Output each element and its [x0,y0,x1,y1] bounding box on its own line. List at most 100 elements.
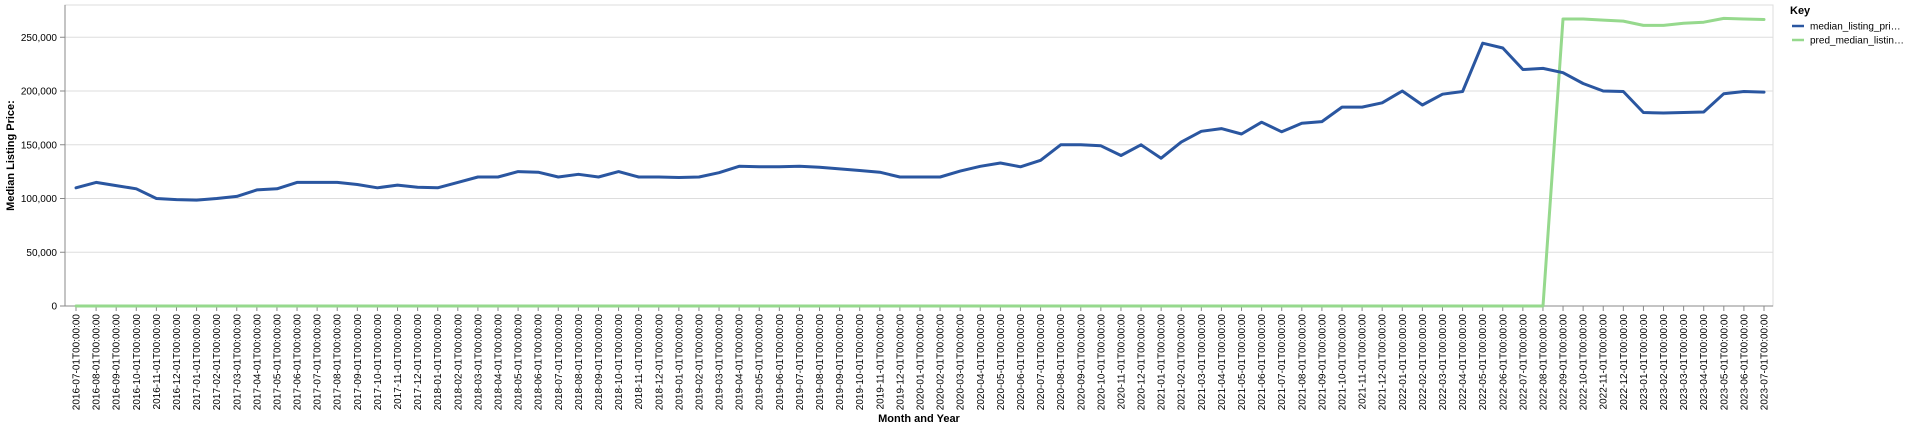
x-tick-label: 2019-10-01T00:00:00 [855,314,866,411]
x-tick-label: 2022-06-01T00:00:00 [1498,314,1509,411]
x-tick-label: 2021-08-01T00:00:00 [1297,314,1308,411]
x-tick-label: 2018-04-01T00:00:00 [494,314,505,411]
x-tick-label: 2017-09-01T00:00:00 [353,314,364,411]
legend-label: pred_median_listin… [1810,36,1904,47]
x-tick-label: 2022-11-01T00:00:00 [1599,314,1610,410]
x-tick-label: 2017-12-01T00:00:00 [413,314,424,411]
x-tick-label: 2019-11-01T00:00:00 [875,314,886,410]
x-tick-label: 2020-12-01T00:00:00 [1137,314,1148,411]
y-axis: 0 50,000 100,000 150,000 200,000 250,000 [21,5,66,313]
legend-title: Key [1790,5,1811,17]
y-tick-label: 250,000 [21,33,58,44]
x-tick-label: 2018-09-01T00:00:00 [594,314,605,411]
plot-area [64,4,1774,307]
x-tick-label: 2023-03-01T00:00:00 [1679,314,1690,411]
x-tick-label: 2021-04-01T00:00:00 [1217,314,1228,411]
x-tick-label: 2016-11-01T00:00:00 [152,314,163,410]
y-tick-label: 50,000 [26,248,57,259]
x-tick-label: 2017-02-01T00:00:00 [212,314,223,411]
x-tick-label: 2017-06-01T00:00:00 [293,314,304,411]
legend: Key median_listing_pri… pred_median_listi… [1790,5,1904,47]
series-lines [74,16,1766,308]
plot-border [64,4,1774,307]
x-tick-label: 2023-02-01T00:00:00 [1659,314,1670,411]
x-tick-label: 2022-07-01T00:00:00 [1518,314,1529,411]
x-tick-label: 2018-12-01T00:00:00 [654,314,665,411]
x-tick-label: 2017-01-01T00:00:00 [192,314,203,411]
x-tick-label: 2016-08-01T00:00:00 [92,314,103,411]
x-tick-label: 2022-01-01T00:00:00 [1398,314,1409,411]
x-tick-label: 2019-03-01T00:00:00 [715,314,726,411]
y-tick-label: 100,000 [21,194,58,205]
x-tick-label: 2020-01-01T00:00:00 [916,314,927,411]
x-tick-label: 2023-01-01T00:00:00 [1639,314,1650,411]
x-tick-label: 2017-07-01T00:00:00 [313,314,324,411]
y-tick-label: 200,000 [21,87,58,98]
x-tick-label: 2020-07-01T00:00:00 [1036,314,1047,411]
x-tick-label: 2018-06-01T00:00:00 [534,314,545,411]
x-tick-label: 2021-07-01T00:00:00 [1277,314,1288,411]
x-tick-label: 2022-02-01T00:00:00 [1418,314,1429,411]
series-line [74,16,1766,308]
x-tick-label: 2018-03-01T00:00:00 [473,314,484,411]
x-tick-label: 2017-03-01T00:00:00 [232,314,243,411]
x-tick-label: 2022-12-01T00:00:00 [1619,314,1630,411]
x-tick-label: 2022-05-01T00:00:00 [1478,314,1489,411]
x-tick-label: 2018-05-01T00:00:00 [514,314,525,411]
x-tick-label: 2017-04-01T00:00:00 [252,314,263,411]
x-tick-label: 2018-10-01T00:00:00 [614,314,625,411]
x-tick-label: 2020-03-01T00:00:00 [956,314,967,411]
x-tick-label: 2016-12-01T00:00:00 [172,314,183,411]
x-tick-label: 2020-02-01T00:00:00 [936,314,947,411]
x-axis-title: Month and Year [878,413,960,425]
x-tick-label: 2020-08-01T00:00:00 [1056,314,1067,411]
x-tick-label: 2022-04-01T00:00:00 [1458,314,1469,411]
x-tick-label: 2020-05-01T00:00:00 [996,314,1007,411]
x-tick-label: 2019-04-01T00:00:00 [735,314,746,411]
x-tick-label: 2022-10-01T00:00:00 [1579,314,1590,411]
x-tick-label: 2017-11-01T00:00:00 [393,314,404,410]
x-tick-label: 2018-01-01T00:00:00 [433,314,444,411]
x-tick-label: 2020-06-01T00:00:00 [1016,314,1027,411]
x-tick-label: 2021-05-01T00:00:00 [1237,314,1248,411]
x-tick-label: 2018-08-01T00:00:00 [574,314,585,411]
x-tick-label: 2018-11-01T00:00:00 [634,314,645,410]
x-tick-label: 2020-10-01T00:00:00 [1096,314,1107,411]
x-tick-label: 2017-10-01T00:00:00 [373,314,384,411]
x-tick-label: 2016-07-01T00:00:00 [72,314,83,411]
x-tick-label: 2021-11-01T00:00:00 [1358,314,1369,410]
x-tick-label: 2023-06-01T00:00:00 [1739,314,1750,411]
y-axis-title: Median Listing Price: [5,100,17,211]
x-tick-label: 2021-10-01T00:00:00 [1338,314,1349,411]
x-tick-label: 2021-12-01T00:00:00 [1378,314,1389,411]
y-tick-label: 150,000 [21,140,58,151]
x-tick-label: 2023-04-01T00:00:00 [1699,314,1710,411]
x-tick-label: 2020-11-01T00:00:00 [1116,314,1127,410]
x-tick-label: 2019-08-01T00:00:00 [815,314,826,411]
x-tick-label: 2019-09-01T00:00:00 [835,314,846,411]
x-tick-label: 2022-03-01T00:00:00 [1438,314,1449,411]
legend-label: median_listing_pri… [1810,22,1901,33]
x-tick-label: 2020-04-01T00:00:00 [976,314,987,411]
x-tick-label: 2022-09-01T00:00:00 [1559,314,1570,411]
x-tick-label: 2021-03-01T00:00:00 [1197,314,1208,411]
x-tick-label: 2023-05-01T00:00:00 [1719,314,1730,411]
x-axis: 2016-07-01T00:00:00 2016-08-01T00:00:00 20… [65,305,1773,411]
y-tick-label: 0 [51,302,57,313]
x-tick-label: 2019-01-01T00:00:00 [674,314,685,411]
x-tick-label: 2019-07-01T00:00:00 [795,314,806,411]
x-tick-label: 2017-08-01T00:00:00 [333,314,344,411]
gridlines [65,36,1773,307]
x-tick-label: 2019-06-01T00:00:00 [775,314,786,411]
series-line [74,41,1766,202]
x-tick-label: 2018-07-01T00:00:00 [554,314,565,411]
x-tick-label: 2020-09-01T00:00:00 [1076,314,1087,411]
x-tick-label: 2019-05-01T00:00:00 [755,314,766,411]
x-tick-label: 2021-06-01T00:00:00 [1257,314,1268,411]
x-tick-label: 2021-02-01T00:00:00 [1177,314,1188,411]
x-tick-label: 2023-07-01T00:00:00 [1760,314,1771,411]
x-tick-label: 2016-10-01T00:00:00 [132,314,143,411]
x-tick-label: 2016-09-01T00:00:00 [112,314,123,411]
x-tick-label: 2017-05-01T00:00:00 [272,314,283,411]
